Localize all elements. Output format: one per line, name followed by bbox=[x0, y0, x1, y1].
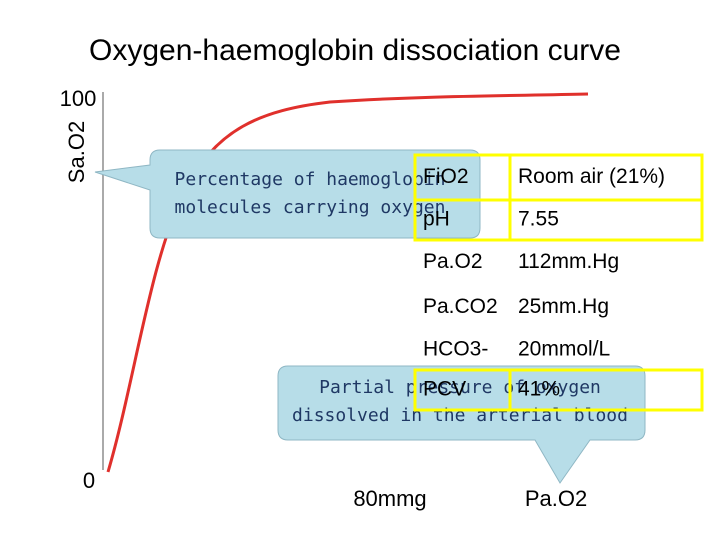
callout-text: molecules carrying oxygen bbox=[175, 197, 446, 218]
cell-text: Room air (21%) bbox=[518, 165, 665, 188]
callout-text: Partial pressure of oxygen bbox=[319, 377, 601, 398]
cell-text: 41% bbox=[518, 378, 560, 401]
table-cell bbox=[508, 198, 704, 242]
callout-text: dissolved in the arterial blood bbox=[292, 405, 628, 426]
y-axis-label: Sa.O2 bbox=[64, 121, 89, 183]
cell-text: 7.55 bbox=[518, 208, 559, 231]
dissociation-curve bbox=[106, 92, 589, 473]
cell-text: Pa.CO2 bbox=[423, 295, 498, 318]
y-top-label: 100 bbox=[60, 86, 97, 111]
cell-text: pH bbox=[423, 208, 450, 231]
table: FiO2 Room air (21%) pH 7.55 Pa.O2 112mm.Hg Pa.… bbox=[413, 153, 704, 412]
table-cell bbox=[508, 368, 704, 412]
x-axis-label: Pa.O2 bbox=[525, 486, 587, 511]
callout: Percentage of haemoglobin molecules carr… bbox=[94, 149, 481, 239]
title: Oxygen-haemoglobin dissociation curve bbox=[89, 34, 621, 67]
cell-text: Pa.O2 bbox=[423, 250, 483, 273]
cell-text: FiO2 bbox=[423, 165, 469, 188]
cell-text: 20mmol/L bbox=[518, 338, 610, 361]
cell-text: 25mm.Hg bbox=[518, 295, 609, 318]
cell-text: HCO3- bbox=[423, 338, 488, 361]
cell-text: 112mm.Hg bbox=[518, 250, 619, 273]
y-bottom-label: 0 bbox=[83, 468, 95, 493]
cell-text: PCV bbox=[423, 378, 466, 401]
callout-text: Percentage of haemoglobin bbox=[175, 169, 446, 190]
x-mid-label: 80mmg bbox=[353, 486, 426, 511]
